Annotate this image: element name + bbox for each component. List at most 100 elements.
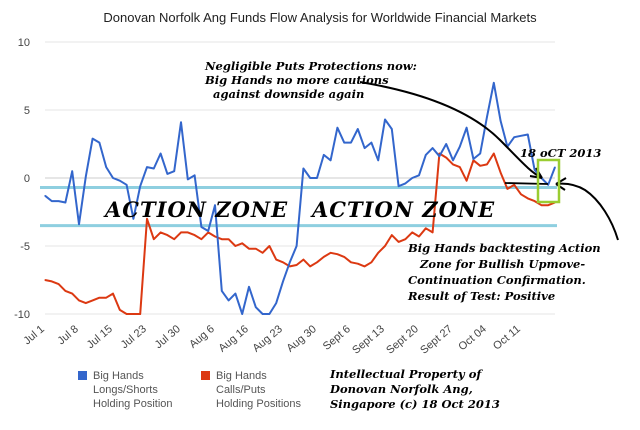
calls-puts-point <box>364 265 366 267</box>
top-note: Negligible Puts Protections now: Big Han… <box>204 59 421 101</box>
top-note-line-1: Negligible Puts Protections now: <box>204 59 417 73</box>
calls-puts-point <box>404 238 406 240</box>
x-axis-ticks: Jul 1 Jul 8 Jul 15 Jul 23 Jul 30 Aug 6 Aug 16 A… <box>21 323 523 357</box>
longs-shorts-point <box>296 245 298 247</box>
longs-shorts-point <box>472 158 474 160</box>
longs-shorts-point <box>194 174 196 176</box>
longs-shorts-point <box>44 195 46 197</box>
longs-shorts-point <box>166 173 168 175</box>
longs-shorts-point <box>268 313 270 315</box>
calls-puts-point <box>445 157 447 159</box>
longs-shorts-point <box>214 204 216 206</box>
calls-puts-point <box>459 166 461 168</box>
bottom-note-line-1: Big Hands backtesting Action <box>407 241 601 255</box>
legend-blue-swatch <box>78 371 87 380</box>
calls-puts-point <box>78 299 80 301</box>
longs-shorts-point <box>486 116 488 118</box>
longs-shorts-point <box>126 184 128 186</box>
longs-shorts-point <box>262 313 264 315</box>
calls-puts-point <box>282 261 284 263</box>
y-tick-label: 0 <box>24 173 30 185</box>
calls-puts-point <box>44 279 46 281</box>
y-tick-label: 10 <box>18 37 30 49</box>
calls-puts-point <box>221 238 223 240</box>
x-tick-label: Oct 04 <box>456 323 489 353</box>
bottom-note-arrow <box>555 182 619 241</box>
calls-puts-point <box>119 309 121 311</box>
longs-shorts-point <box>534 169 536 171</box>
calls-puts-point <box>323 256 325 258</box>
longs-shorts-point <box>364 147 366 149</box>
series-calls-puts-line <box>44 152 556 315</box>
longs-shorts-point <box>302 167 304 170</box>
longs-shorts-point <box>173 170 175 172</box>
longs-shorts-point <box>357 128 359 130</box>
calls-puts-point <box>398 241 400 243</box>
x-tick-label: Oct 11 <box>491 323 523 353</box>
calls-puts-point <box>472 159 474 161</box>
calls-puts-point <box>51 280 53 282</box>
calls-puts-point <box>343 256 345 258</box>
latest-highlight-box <box>536 158 561 204</box>
longs-shorts-point <box>343 142 345 144</box>
bottom-note-line-3: Continuation Confirmation. <box>408 273 586 287</box>
longs-shorts-point <box>398 185 400 187</box>
longs-shorts-point <box>98 142 100 144</box>
calls-puts-point <box>336 253 338 255</box>
calls-puts-point <box>316 261 318 263</box>
legend-blue-line-2: Longs/Shorts <box>93 384 158 396</box>
longs-shorts-point <box>527 133 529 136</box>
x-tick-label: Jul 8 <box>55 323 81 347</box>
calls-puts-point <box>207 231 209 233</box>
calls-puts-point <box>173 238 175 240</box>
calls-puts-point <box>153 238 155 240</box>
calls-puts-point <box>391 234 393 236</box>
longs-shorts-point <box>275 302 277 304</box>
longs-shorts-point <box>513 136 515 138</box>
longs-shorts-point <box>316 177 318 179</box>
longs-shorts-point <box>112 177 114 179</box>
longs-shorts-point <box>438 155 440 157</box>
calls-puts-point <box>98 297 100 299</box>
longs-shorts-point <box>146 166 148 168</box>
calls-puts-point <box>194 234 196 236</box>
calls-puts-point <box>64 290 66 292</box>
calls-puts-point <box>377 252 379 254</box>
longs-shorts-point <box>139 185 141 187</box>
x-tick-label: Sept 6 <box>321 323 353 353</box>
calls-puts-point <box>493 152 495 155</box>
copyright-line-2: Donovan Norfolk Ang, <box>329 382 473 396</box>
calls-puts-point <box>132 313 134 315</box>
action-zone-label-2: ACTION ZONE <box>310 197 495 222</box>
legend-blue-line-3: Holding Position <box>93 398 173 410</box>
calls-puts-point <box>139 313 141 315</box>
longs-shorts-point <box>78 223 80 225</box>
longs-shorts-point <box>391 128 393 130</box>
calls-puts-point <box>248 248 250 250</box>
calls-puts-point <box>160 231 162 233</box>
action-zone-label-1: ACTION ZONE <box>103 197 288 222</box>
x-tick-label: Aug 16 <box>216 323 250 355</box>
legend-red-line-2: Calls/Puts <box>216 384 266 396</box>
calls-puts-point <box>85 302 87 304</box>
x-tick-label: Aug 6 <box>187 323 217 351</box>
bottom-note-arrow-head <box>555 177 567 191</box>
longs-shorts-point <box>377 159 379 161</box>
x-tick-label: Aug 30 <box>284 323 318 355</box>
calls-puts-point <box>486 163 488 165</box>
longs-shorts-point <box>187 178 189 180</box>
longs-shorts-point <box>160 152 162 155</box>
bottom-note-line-2: Zone for Bullish Upmove- <box>419 257 585 271</box>
calls-puts-point <box>180 231 182 233</box>
calls-puts-point <box>547 204 549 206</box>
longs-shorts-point <box>452 159 454 161</box>
longs-shorts-point <box>466 127 468 129</box>
longs-shorts-point <box>520 135 522 137</box>
top-note-arrow <box>359 81 543 179</box>
legend-red-line-1: Big Hands <box>216 370 267 382</box>
y-axis-ticks: 10 5 0 -5 -10 <box>14 37 30 321</box>
calls-puts-point <box>500 171 502 174</box>
calls-puts-point <box>166 234 168 236</box>
chart-title: Donovan Norfolk Ang Funds Flow Analysis … <box>103 10 537 25</box>
